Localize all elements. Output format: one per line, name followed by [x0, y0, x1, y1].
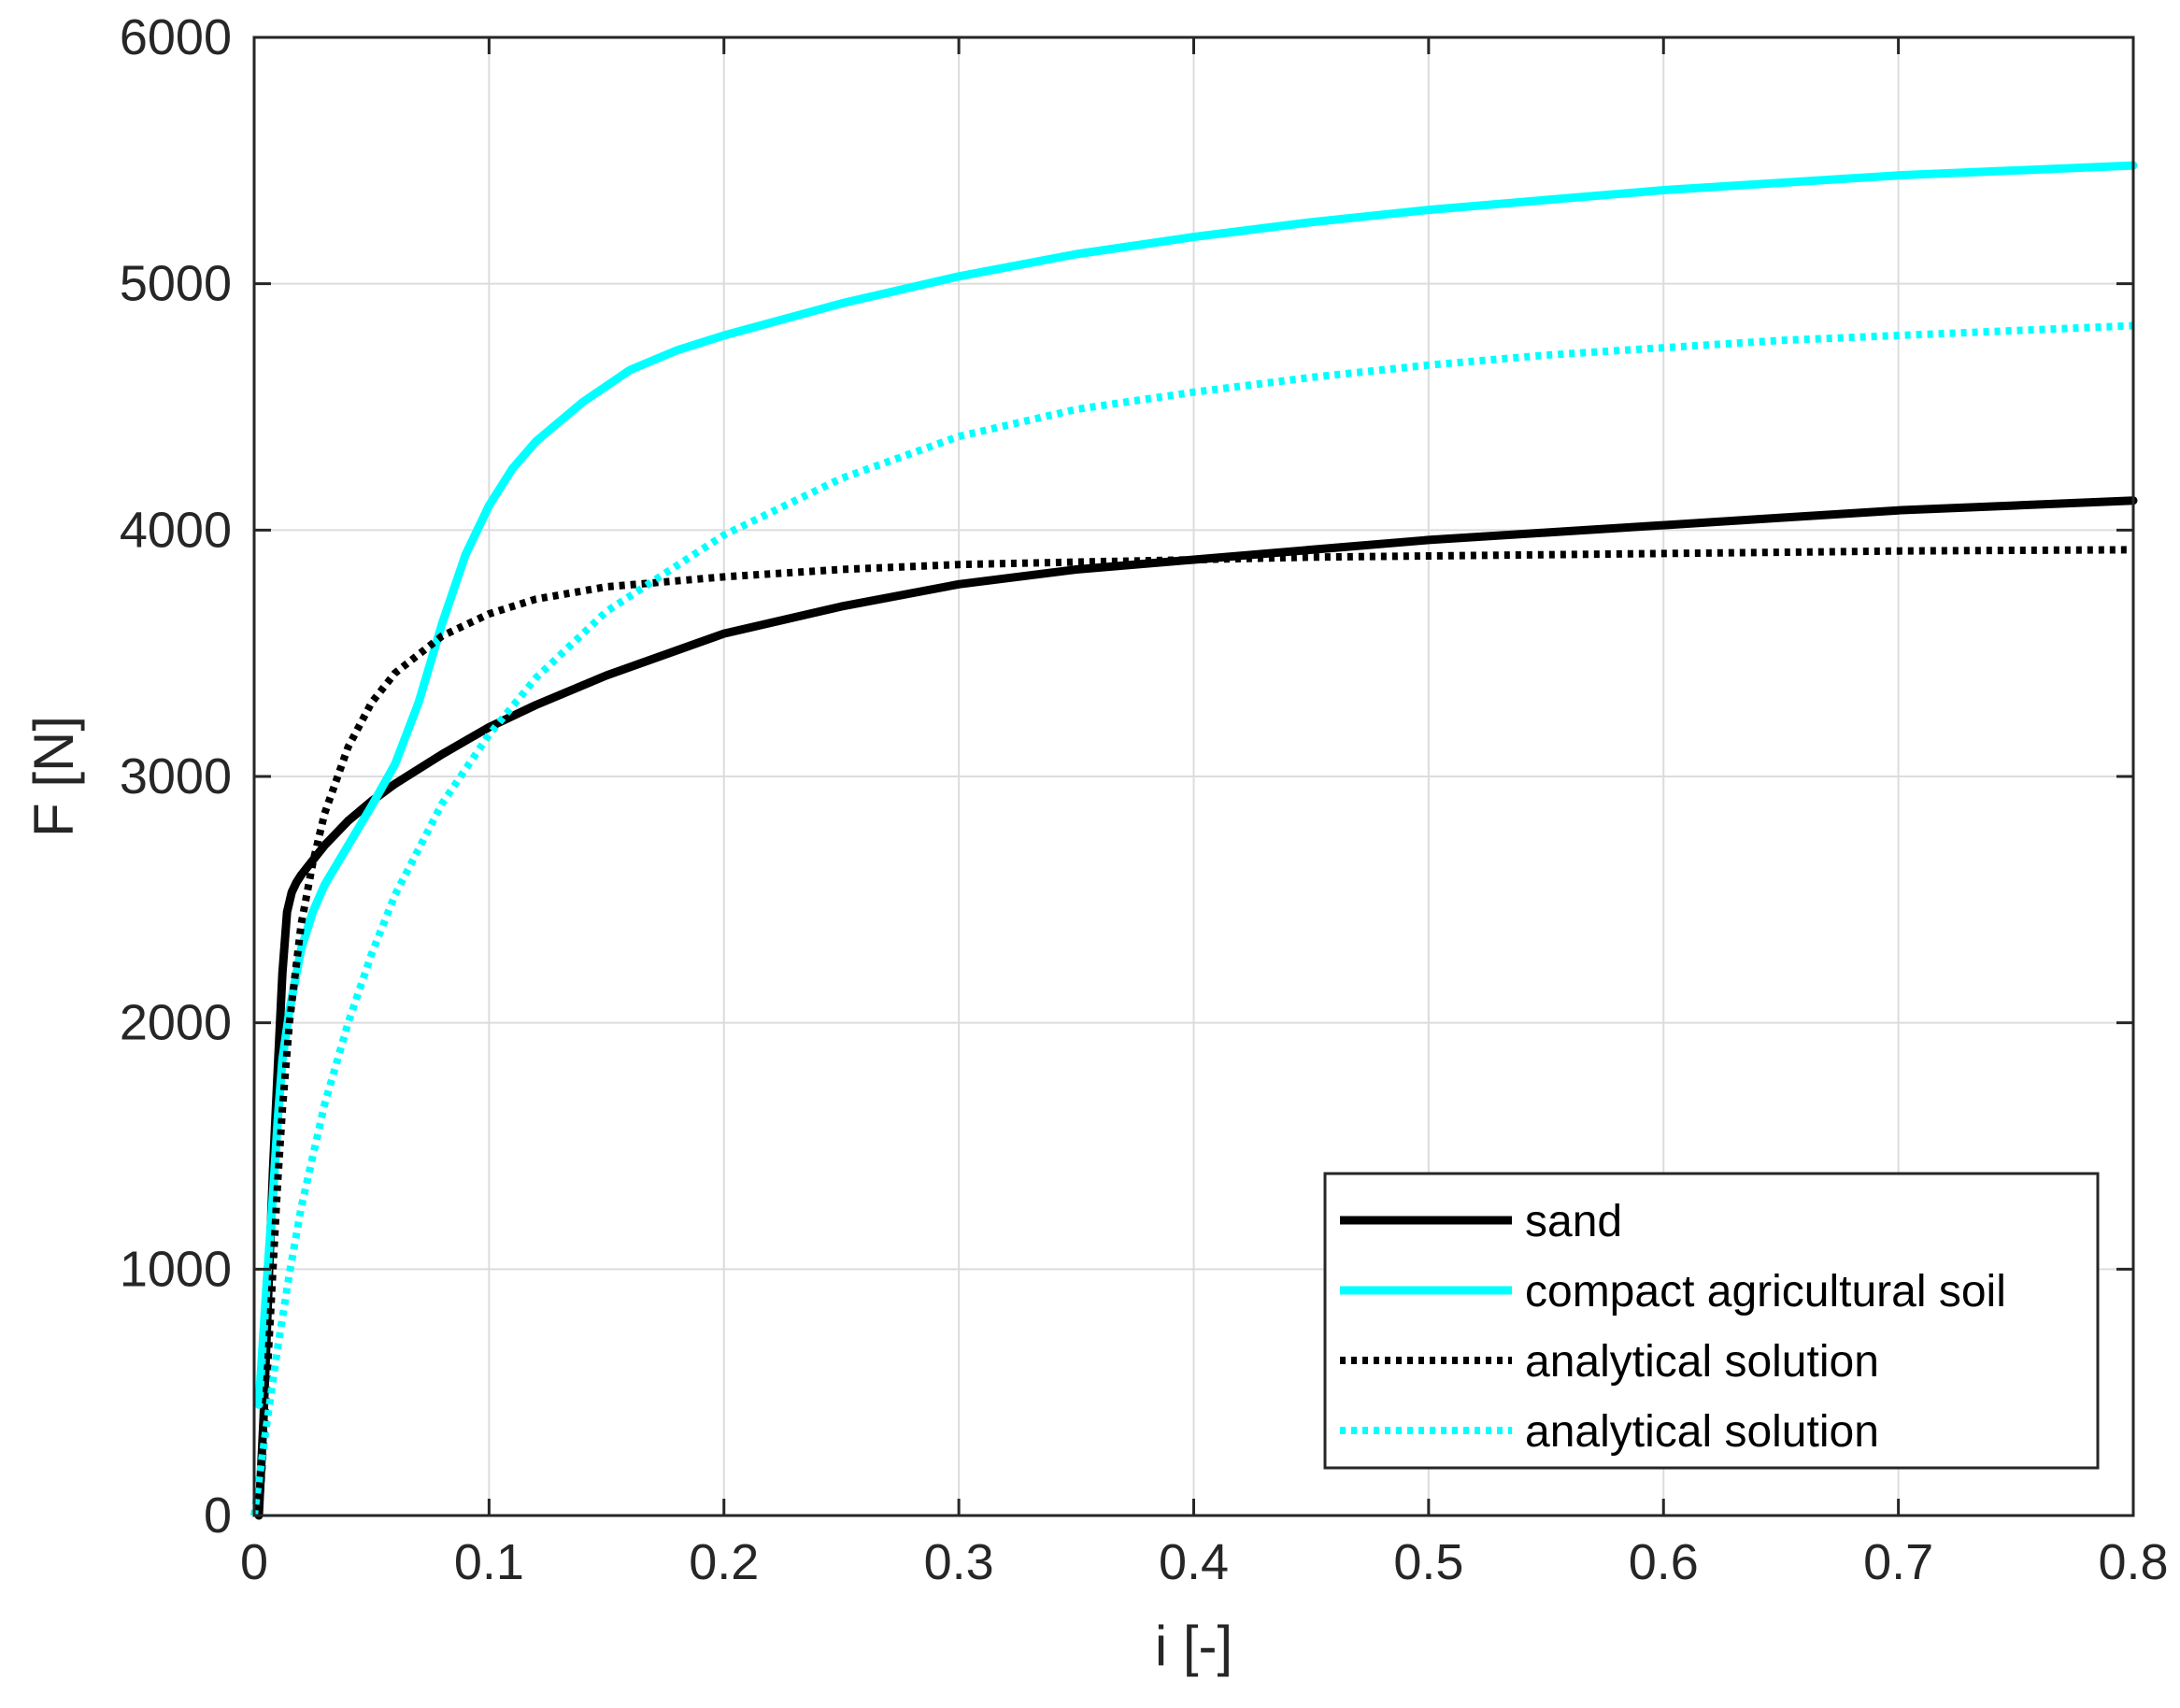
grid	[254, 37, 2133, 1516]
legend-label: compact agricultural soil	[1525, 1267, 2006, 1317]
legend-label: analytical solution	[1525, 1407, 1879, 1457]
legend-label: analytical solution	[1525, 1337, 1879, 1387]
series-line-3	[255, 546, 2134, 1516]
x-tick-label: 0.5	[1393, 1534, 1463, 1590]
legend: sand compact agricultural soil analytical …	[1323, 1172, 2100, 1470]
x-tick-label: 0.2	[689, 1534, 759, 1590]
tick-labels: 0 0.1 0.2 0.3 0.4 0.5 0.6 0.7 0.8 0 1000 2000 3000 40…	[120, 9, 2169, 1590]
y-tick-label: 3000	[120, 748, 232, 804]
x-tick-label: 0.4	[1159, 1534, 1229, 1590]
x-axis-label: i [-]	[1155, 1615, 1232, 1677]
series-line-2	[254, 161, 2138, 1409]
y-tick-label: 6000	[120, 9, 232, 65]
series-line-1	[254, 496, 2138, 1520]
y-tick-label: 2000	[120, 995, 232, 1051]
ticks	[252, 36, 2135, 1517]
y-tick-label: 0	[204, 1487, 232, 1544]
x-tick-label: 0.6	[1629, 1534, 1699, 1590]
x-tick-label: 0	[240, 1534, 268, 1590]
y-tick-label: 5000	[120, 256, 232, 312]
legend-label: sand	[1525, 1197, 1622, 1246]
x-tick-label: 0.1	[454, 1534, 524, 1590]
y-tick-label: 1000	[120, 1241, 232, 1297]
x-tick-label: 0.3	[924, 1534, 994, 1590]
y-axis-label: F [N]	[22, 716, 85, 837]
y-tick-label: 4000	[120, 502, 232, 558]
series-line-4	[250, 321, 2134, 1516]
x-tick-label: 0.8	[2098, 1534, 2168, 1590]
x-tick-label: 0.7	[1863, 1534, 1933, 1590]
series-group	[250, 161, 2138, 1520]
